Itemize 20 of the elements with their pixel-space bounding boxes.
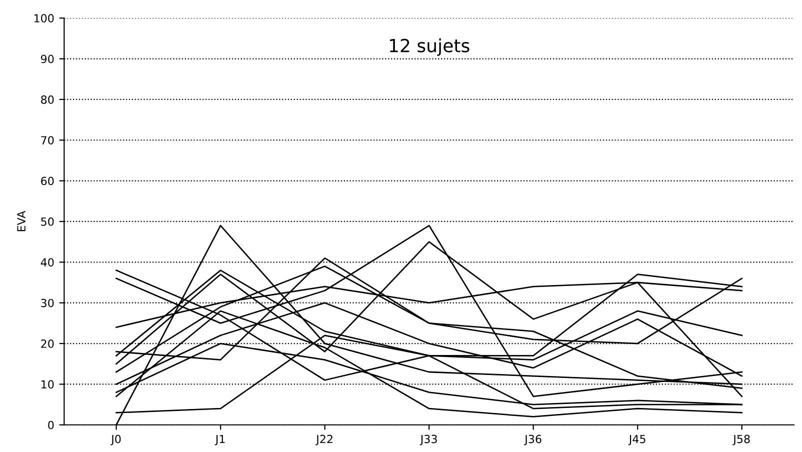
y-tick-label: 40 — [40, 258, 54, 267]
y-axis-title: EVA — [17, 210, 26, 232]
y-tick-label: 0 — [48, 420, 54, 430]
y-tick-label: 100 — [34, 14, 54, 22]
y-tick-label: 10 — [42, 380, 54, 389]
x-tick-label: J0 — [110, 434, 121, 446]
y-tick-label: 60 — [41, 176, 54, 186]
x-tick-label: J33 — [420, 434, 437, 446]
x-tick-label: J36 — [524, 434, 542, 446]
y-tick-label: 50 — [41, 217, 54, 226]
y-tick-label: 20 — [41, 339, 54, 348]
x-tick-label: J45 — [628, 434, 646, 446]
y-tick-label: 90 — [41, 54, 54, 64]
y-tick-label: 80 — [41, 95, 54, 104]
y-tick-label: 30 — [41, 298, 54, 308]
text: 12 sujets — [390, 38, 470, 56]
x-tick-label: J22 — [316, 434, 332, 446]
y-tick-label: 70 — [41, 136, 54, 144]
x-tick-label: J58 — [732, 434, 750, 446]
x-tick-label: J1 — [214, 434, 225, 446]
